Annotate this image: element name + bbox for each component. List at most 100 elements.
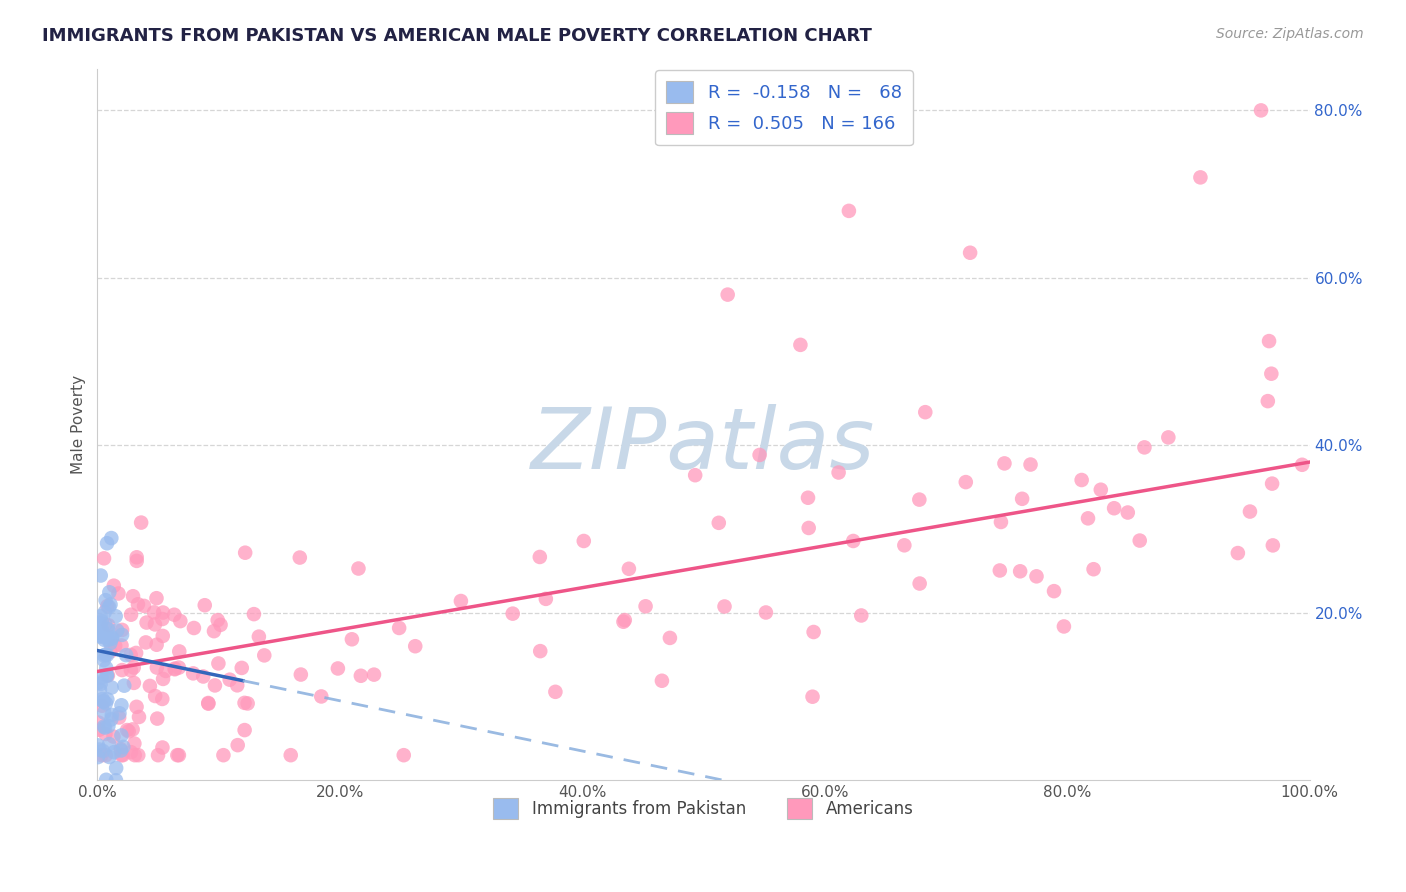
Point (167, 660, 190, 674)
Point (990, 515, 1012, 529)
Point (94, 593, 117, 607)
Point (1257, 394, 1279, 409)
Point (717, 287, 740, 301)
Point (120, 663, 142, 677)
Point (748, 448, 770, 462)
Point (908, 576, 931, 591)
Point (98, 636, 121, 650)
Point (98, 737, 121, 751)
Point (1260, 367, 1282, 381)
Point (110, 742, 132, 756)
Point (152, 672, 174, 686)
Point (100, 632, 122, 646)
Point (1019, 458, 1042, 472)
Point (150, 692, 173, 706)
Point (111, 663, 134, 677)
Point (197, 696, 219, 710)
Point (193, 669, 215, 683)
Point (105, 624, 128, 638)
Point (111, 623, 134, 637)
Point (150, 612, 173, 626)
Point (1025, 569, 1047, 583)
Point (1250, 103, 1272, 118)
Point (803, 625, 825, 640)
Point (1116, 506, 1139, 520)
Point (167, 748, 190, 763)
Point (851, 608, 873, 623)
Point (96, 536, 118, 550)
Point (1157, 430, 1180, 444)
Point (103, 579, 125, 593)
Point (112, 739, 135, 754)
Point (89, 616, 111, 631)
Point (87, 675, 110, 690)
Point (90, 671, 112, 685)
Point (572, 533, 595, 548)
Point (93, 629, 115, 643)
Point (1077, 511, 1099, 525)
Point (290, 667, 312, 681)
Point (634, 599, 657, 614)
Point (226, 678, 249, 692)
Point (145, 591, 167, 606)
Point (1189, 170, 1212, 185)
Point (713, 599, 735, 614)
Point (1043, 584, 1066, 599)
Point (181, 666, 204, 681)
Point (135, 615, 157, 630)
Point (955, 475, 977, 489)
Point (125, 554, 148, 568)
Point (96, 648, 118, 662)
Point (1291, 458, 1313, 472)
Point (91, 692, 114, 706)
Point (280, 748, 302, 763)
Point (90, 629, 112, 643)
Point (124, 737, 146, 751)
Point (529, 549, 551, 564)
Point (98, 750, 121, 764)
Point (658, 631, 681, 645)
Point (96, 692, 118, 706)
Point (544, 685, 567, 699)
Point (139, 679, 162, 693)
Point (163, 662, 186, 676)
Point (93, 695, 115, 709)
Point (122, 660, 145, 674)
Point (89, 742, 111, 756)
Point (110, 743, 132, 757)
Point (152, 606, 174, 620)
Point (789, 338, 811, 352)
Point (129, 516, 152, 530)
Point (90, 568, 112, 582)
Point (89, 630, 111, 644)
Point (613, 613, 636, 627)
Point (100, 598, 122, 612)
Point (125, 646, 148, 660)
Point (103, 730, 125, 744)
Point (797, 491, 820, 505)
Point (152, 740, 174, 755)
Point (97, 668, 120, 682)
Point (96, 772, 118, 787)
Point (651, 673, 673, 688)
Point (1102, 501, 1125, 516)
Point (1239, 504, 1261, 518)
Point (404, 639, 426, 653)
Point (135, 635, 157, 649)
Point (94, 727, 117, 741)
Point (233, 546, 256, 560)
Point (120, 607, 142, 622)
Point (91, 694, 114, 708)
Point (683, 468, 706, 483)
Point (755, 606, 778, 620)
Point (1133, 441, 1156, 455)
Point (347, 561, 370, 575)
Point (125, 550, 148, 565)
Point (97, 719, 120, 733)
Point (115, 723, 138, 737)
Point (218, 673, 240, 687)
Point (104, 609, 127, 624)
Point (827, 466, 849, 480)
Point (612, 615, 634, 629)
Point (101, 631, 124, 645)
